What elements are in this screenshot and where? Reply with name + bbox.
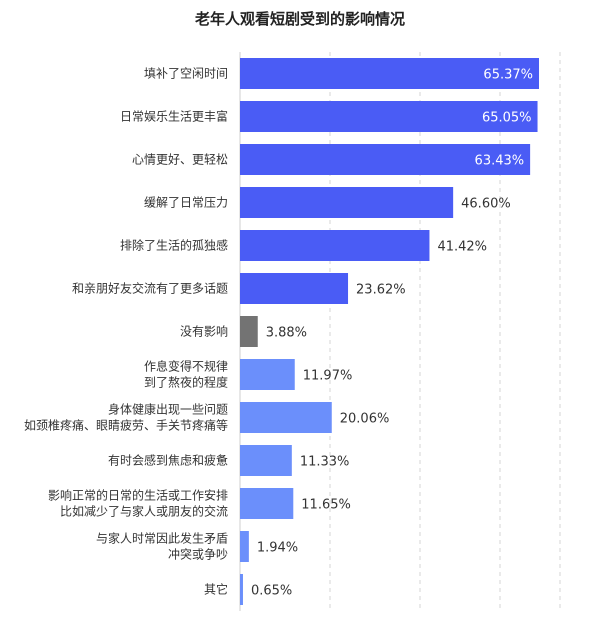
value-label: 46.60% bbox=[461, 197, 511, 212]
category-label: 日常娱乐生活更丰富 bbox=[120, 109, 228, 124]
chart-title: 老年人观看短剧受到的影响情况 bbox=[194, 10, 405, 28]
bar bbox=[240, 273, 349, 304]
category-label: 心情更好、更轻松 bbox=[132, 153, 228, 167]
bar bbox=[240, 402, 332, 433]
value-label: 65.37% bbox=[483, 68, 533, 83]
bar bbox=[240, 144, 531, 175]
bar bbox=[240, 488, 294, 519]
category-label: 缓解了日常压力 bbox=[144, 196, 228, 210]
bar bbox=[240, 58, 539, 89]
category-label: 身体健康出现一些问题如颈椎疼痛、眼睛疲劳、手关节疼痛等 bbox=[24, 402, 228, 433]
bar bbox=[240, 316, 258, 347]
category-label: 影响正常的日常的生活或工作安排比如减少了与家人或朋友的交流 bbox=[48, 488, 228, 519]
category-label: 其它 bbox=[204, 582, 228, 597]
category-label: 没有影响 bbox=[180, 324, 228, 339]
value-label: 63.43% bbox=[475, 154, 525, 169]
bars-layer: 填补了空闲时间 65.37% 日常娱乐生活更丰富 65.05% 心情更好、更轻松 63.4… bbox=[24, 58, 539, 605]
value-label: 20.06% bbox=[340, 412, 390, 427]
category-label: 填补了空闲时间 bbox=[144, 67, 228, 81]
value-label: 23.62% bbox=[356, 283, 406, 298]
value-label: 65.05% bbox=[482, 111, 532, 126]
bar bbox=[240, 574, 243, 605]
bar bbox=[240, 230, 430, 261]
value-label: 0.65% bbox=[251, 584, 292, 599]
category-label: 和亲朋好友交流有了更多话题 bbox=[72, 281, 228, 296]
value-label: 1.94% bbox=[257, 541, 298, 556]
bar bbox=[240, 531, 249, 562]
category-label: 与家人时常因此发生矛盾冲突或争吵 bbox=[96, 531, 228, 562]
bar bbox=[240, 187, 454, 218]
category-label: 排除了生活的孤独感 bbox=[120, 238, 228, 253]
value-label: 11.65% bbox=[301, 498, 351, 513]
category-label: 作息变得不规律到了熬夜的程度 bbox=[144, 359, 228, 390]
value-label: 41.42% bbox=[437, 240, 487, 255]
bar bbox=[240, 359, 295, 390]
category-label: 有时会感到焦虑和疲惫 bbox=[108, 453, 228, 468]
value-label: 11.97% bbox=[303, 369, 353, 384]
bar bbox=[240, 445, 292, 476]
grid-layer bbox=[329, 52, 561, 611]
bar bbox=[240, 101, 538, 132]
value-label: 11.33% bbox=[300, 455, 350, 470]
value-label: 3.88% bbox=[266, 326, 307, 341]
